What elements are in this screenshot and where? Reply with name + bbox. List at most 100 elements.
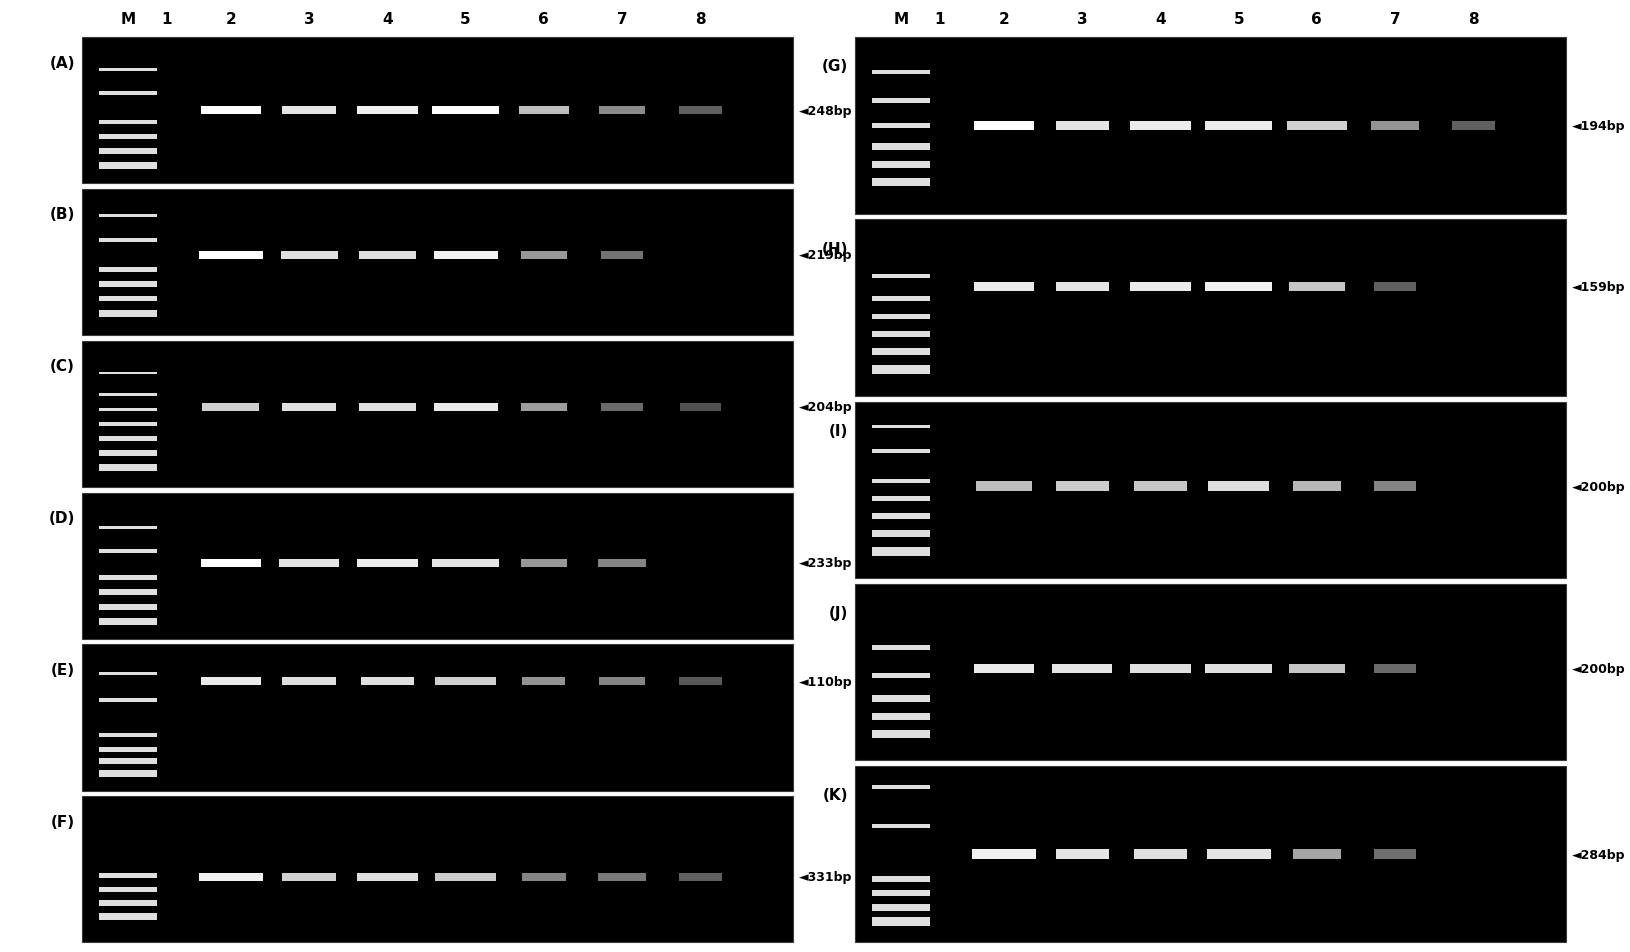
Text: (K): (K) [822,787,848,803]
Bar [282,873,336,881]
Bar [870,366,929,374]
Bar [854,585,1565,761]
Bar [870,917,929,925]
Text: ◄200bp: ◄200bp [1571,663,1625,675]
Text: 8: 8 [1467,11,1478,27]
Text: (G): (G) [822,59,848,74]
Bar [98,239,156,243]
Bar [870,124,929,129]
Text: ◄219bp: ◄219bp [799,249,852,262]
Bar [870,823,929,828]
Bar [680,403,720,411]
Bar [1286,122,1346,131]
Bar [98,759,156,764]
Bar [870,178,929,187]
Text: (B): (B) [49,208,75,222]
Text: 4: 4 [1154,11,1165,27]
Text: 3: 3 [303,11,315,27]
Bar [98,135,156,140]
Bar [870,71,929,75]
Bar [870,99,929,104]
Text: (E): (E) [51,663,75,677]
Bar [282,403,336,411]
Bar [98,91,156,95]
Bar [98,575,156,580]
Bar [520,559,567,567]
Bar [854,38,1565,214]
Bar [522,873,566,881]
Bar [854,766,1565,942]
Bar [357,559,417,567]
Bar [870,547,929,556]
Bar [1055,122,1108,131]
Text: ◄248bp: ◄248bp [799,105,852,117]
Bar [870,730,929,738]
Bar [98,372,156,375]
Bar [1205,664,1271,674]
Bar [870,645,929,650]
Text: 5: 5 [1232,11,1244,27]
Bar [678,677,720,685]
Bar [434,403,497,411]
Text: 1: 1 [934,11,945,27]
Bar [854,220,1565,396]
Text: (D): (D) [49,510,75,526]
Bar [520,403,567,411]
Bar [522,677,564,685]
Bar [98,672,156,676]
Text: (A): (A) [49,55,75,70]
Bar [870,162,929,169]
Bar [1371,122,1418,131]
Bar [200,677,261,685]
Bar [1130,122,1190,131]
Bar [1288,282,1343,292]
Text: 8: 8 [694,11,706,27]
Bar [870,144,929,150]
Text: ◄159bp: ◄159bp [1571,281,1625,293]
Bar [1055,282,1108,292]
Bar [870,479,929,484]
Bar [98,296,156,302]
Bar [98,699,156,703]
Bar [678,107,720,115]
Bar [678,873,720,881]
Bar [870,876,929,882]
Bar [82,38,792,184]
Text: 6: 6 [538,11,549,27]
Bar [98,214,156,218]
Bar [1205,282,1271,292]
Bar [1206,849,1270,859]
Bar [1372,849,1415,859]
Text: ◄110bp: ◄110bp [799,675,852,687]
Text: 4: 4 [381,11,393,27]
Text: 7: 7 [616,11,628,27]
Bar [98,408,156,412]
Bar [870,314,929,320]
Bar [870,274,929,279]
Bar [1133,849,1187,859]
Bar [1205,122,1271,131]
Bar [98,873,156,878]
Bar [870,696,929,702]
Bar [973,282,1033,292]
Bar [200,559,261,567]
Bar [82,342,792,487]
Bar [282,677,336,685]
Bar [199,251,262,260]
Text: 1: 1 [161,11,173,27]
Bar [434,251,497,260]
Bar [854,402,1565,579]
Text: M: M [893,11,908,27]
Bar [98,913,156,920]
Bar [202,403,259,411]
Bar [976,482,1032,491]
Bar [518,107,569,115]
Bar [1372,282,1415,292]
Bar [98,120,156,125]
Bar [98,901,156,906]
Bar [98,733,156,738]
Text: ◄204bp: ◄204bp [799,401,852,413]
Bar [1288,664,1343,674]
Bar [1208,482,1268,491]
Bar [359,251,416,260]
